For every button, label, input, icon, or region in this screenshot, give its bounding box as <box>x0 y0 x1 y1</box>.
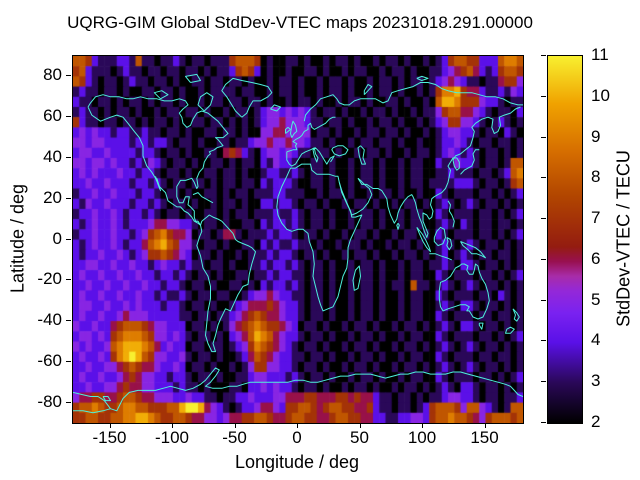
coastline-path <box>460 149 480 175</box>
x-tick-label: -150 <box>92 428 127 447</box>
coastline-path <box>478 322 484 330</box>
coastline-path <box>102 396 111 402</box>
x-tick-mark <box>422 423 423 428</box>
x-tick-mark <box>484 423 486 428</box>
colorbar-tick-mark <box>541 55 546 56</box>
x-tick-mark <box>172 423 173 428</box>
colorbar-tick-label: 7 <box>591 208 601 228</box>
colorbar-tick-label: 2 <box>591 412 601 431</box>
colorbar-tick-mark <box>541 96 546 97</box>
coastline-path <box>303 82 523 122</box>
coastline-path <box>192 192 214 204</box>
coastline-path <box>512 308 520 322</box>
y-tick-mark <box>66 116 71 118</box>
coastline-overlay <box>73 73 523 414</box>
coastline-path <box>221 77 273 118</box>
coastline-path <box>338 177 373 216</box>
coastline-path <box>185 73 201 83</box>
coastline-path <box>416 75 429 81</box>
colorbar-tick-label: 10 <box>591 85 610 105</box>
coastline-path <box>446 237 453 251</box>
y-tick-mark <box>66 75 71 77</box>
coastline-path <box>363 84 373 96</box>
coastline-path <box>286 116 336 153</box>
y-tick-label: -40 <box>37 310 62 330</box>
coastline-path <box>285 126 291 134</box>
coastline-path <box>460 241 486 259</box>
colorbar-tick-mark <box>541 137 546 138</box>
x-tick-mark <box>234 423 236 428</box>
coastline-path <box>433 226 446 247</box>
y-tick-mark <box>66 156 71 158</box>
x-tick-label: 50 <box>350 428 369 447</box>
coastline-path <box>276 163 363 312</box>
coastline-path <box>357 106 521 238</box>
colorbar-tick-mark <box>541 422 546 423</box>
coastline-path <box>352 265 361 291</box>
coastline-path <box>153 90 169 100</box>
colorbar-tick-mark <box>541 259 546 260</box>
y-tick-label: 0 <box>52 228 62 248</box>
x-tick-label: 0 <box>292 428 302 447</box>
y-tick-label: -20 <box>37 269 62 289</box>
coastline-path <box>286 147 335 167</box>
y-tick-label: -80 <box>37 391 62 411</box>
colorbar-tick-label: 5 <box>591 289 601 309</box>
colorbar-tick-mark <box>541 177 546 178</box>
y-tick-label: 80 <box>43 65 62 85</box>
coastline-path <box>438 263 490 320</box>
y-tick-mark <box>66 197 71 199</box>
coastline-path <box>270 104 281 112</box>
coastline-path <box>357 145 366 165</box>
y-tick-mark <box>66 238 71 240</box>
coastline-path <box>196 214 256 353</box>
colorbar-tick-mark <box>541 218 546 219</box>
coastline-path <box>197 92 214 112</box>
y-tick-mark <box>66 401 71 403</box>
coastline-path <box>396 222 400 230</box>
plot-area <box>72 55 524 424</box>
coastline-path <box>290 120 298 138</box>
colorbar-tick-mark <box>541 300 546 301</box>
coastline-path <box>73 367 523 412</box>
y-tick-label: 40 <box>43 146 62 166</box>
coastline-path <box>155 176 161 192</box>
coastline-path <box>429 253 452 261</box>
x-tick-label: 150 <box>470 428 499 447</box>
x-tick-mark <box>297 423 298 428</box>
x-tick-label: -50 <box>222 428 247 447</box>
y-tick-mark <box>66 320 71 322</box>
colorbar <box>547 55 583 424</box>
colorbar-tick-label: 9 <box>591 126 601 146</box>
x-tick-label: 100 <box>407 428 437 447</box>
y-tick-mark <box>66 279 71 281</box>
colorbar-tick-label: 8 <box>591 167 601 187</box>
coastline-path <box>505 326 515 334</box>
y-tick-label: -60 <box>37 350 62 370</box>
x-tick-mark <box>109 423 111 428</box>
coastline-path <box>73 408 111 414</box>
coastline-path <box>416 226 431 253</box>
y-tick-mark <box>66 360 71 362</box>
colorbar-tick-label: 11 <box>591 45 609 64</box>
heatmap-canvas <box>73 56 523 423</box>
coastline-path <box>447 200 455 228</box>
colorbar-tick-mark <box>541 381 546 382</box>
x-axis-label: Longitude / deg <box>234 452 360 472</box>
colorbar-tick-label: 4 <box>591 330 601 350</box>
y-tick-label: 60 <box>43 106 62 126</box>
y-tick-label: 20 <box>43 187 62 207</box>
colorbar-tick-mark <box>541 340 546 341</box>
colorbar-tick-label: 3 <box>591 371 601 391</box>
coastline-path <box>331 145 349 157</box>
colorbar-tick-label: 6 <box>591 248 601 268</box>
x-tick-label: -100 <box>154 428 190 447</box>
coastline-path <box>87 94 229 226</box>
chart-title: UQRG-GIM Global StdDev-VTEC maps 2023101… <box>67 13 533 32</box>
x-tick-mark <box>359 423 361 428</box>
